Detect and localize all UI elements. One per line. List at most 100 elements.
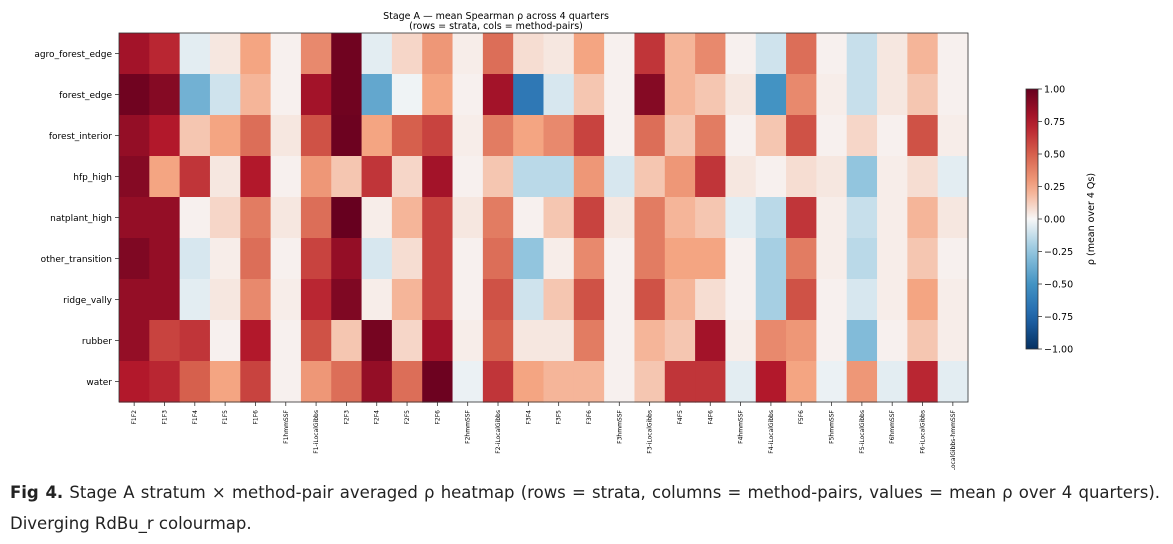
heatmap-cell [755,74,787,116]
heatmap-cell [907,279,939,321]
heatmap-cell [846,115,878,157]
heatmap-cell [604,320,636,362]
heatmap-cell [119,156,150,198]
heatmap-cell [119,197,150,239]
column-label: F3F4 [525,410,532,425]
heatmap-cell [573,238,605,280]
heatmap-cell [816,238,848,280]
heatmap-cell [391,320,423,362]
heatmap-cell [119,115,150,157]
heatmap-cell [725,115,757,157]
heatmap-cell [877,320,908,362]
heatmap-cell [664,320,696,362]
heatmap-cell [270,33,302,75]
heatmap-cell [816,33,848,75]
heatmap-cell [513,279,545,321]
heatmap-cell [695,156,727,198]
heatmap-cell [877,238,908,280]
heatmap-cell [816,320,848,362]
heatmap-cell [119,33,150,75]
heatmap-cell [725,361,757,403]
heatmap-cell [604,238,636,280]
colorbar-tick-label: −0.75 [1044,312,1073,323]
heatmap-cell [664,156,696,198]
heatmap-cell [452,238,484,280]
heatmap-cell [331,156,363,198]
colorbar-tick-label: 0.50 [1044,150,1065,161]
column-label: F3hmmSSF [616,409,623,443]
heatmap-cell [695,115,727,157]
heatmap-cell [573,74,605,116]
heatmap-cell [240,197,272,239]
row-label: forest_interior [49,132,112,142]
colorbar-tick-label: 0.75 [1044,117,1065,128]
heatmap-cell [816,197,848,239]
heatmap-cell [361,238,393,280]
heatmap-cell [695,33,727,75]
heatmap-cell [634,279,666,321]
row-label: other_transition [41,255,112,265]
heatmap-cell [422,197,454,239]
heatmap-cell [149,74,181,116]
heatmap-cell [149,115,181,157]
heatmap-cell [755,361,787,403]
heatmap-cell [786,74,817,116]
heatmap-cell [209,156,241,198]
heatmap-cell [482,279,514,321]
heatmap-cell [361,320,393,362]
heatmap-cell [209,320,241,362]
heatmap-cell [209,238,241,280]
heatmap-cell [149,238,181,280]
heatmap-cell [937,238,969,280]
colorbar-tick-label: 1.00 [1044,85,1065,96]
heatmap-cell [300,74,332,116]
chart-subtitle: (rows = strata, cols = method-pairs) [409,21,583,32]
heatmap-cell [634,74,666,116]
heatmap-cell [452,320,484,362]
heatmap-cell [422,115,454,157]
colorbar-tick-label: 0.25 [1044,182,1065,193]
heatmap-cell [634,33,666,75]
heatmap-cell [755,320,787,362]
heatmap-cell [695,74,727,116]
heatmap-cell [755,279,787,321]
heatmap-cell [573,279,605,321]
heatmap-cell [604,74,636,116]
heatmap-cell [877,115,908,157]
column-label: F3F6 [586,410,593,425]
column-label: F2F6 [434,410,441,425]
heatmap-cell [179,361,211,403]
heatmap-cell [270,361,302,403]
heatmap-cell [209,361,241,403]
row-label: water [86,378,112,388]
heatmap-cell [270,74,302,116]
column-label: F3-iLocalGibbs [647,410,654,454]
column-label: F4F6 [707,410,714,425]
heatmap-cell [634,197,666,239]
heatmap-cell [755,197,787,239]
heatmap-cell [695,238,727,280]
heatmap-cell [634,238,666,280]
colorbar-tick-label: 0.00 [1044,215,1065,226]
heatmap-cell [543,74,575,116]
heatmap-cell [816,279,848,321]
colorbar-tick-label: −1.00 [1044,345,1073,356]
heatmap-cell [755,156,787,198]
heatmap-cell [604,33,636,75]
heatmap-cell [907,361,939,403]
heatmap-cell [422,279,454,321]
heatmap-cell [149,197,181,239]
heatmap-cell [907,115,939,157]
heatmap-cell [149,279,181,321]
heatmap-cells [118,32,969,403]
heatmap-cell [179,115,211,157]
heatmap-chart: Stage A — mean Spearman ρ across 4 quart… [34,11,1097,470]
heatmap-cell [604,279,636,321]
heatmap-cell [604,361,636,403]
heatmap-cell [331,361,363,403]
colorbar-label: ρ (mean over 4 Qs) [1086,173,1097,265]
heatmap-cell [907,74,939,116]
heatmap-cell [179,156,211,198]
heatmap-cell [846,361,878,403]
heatmap-cell [695,320,727,362]
